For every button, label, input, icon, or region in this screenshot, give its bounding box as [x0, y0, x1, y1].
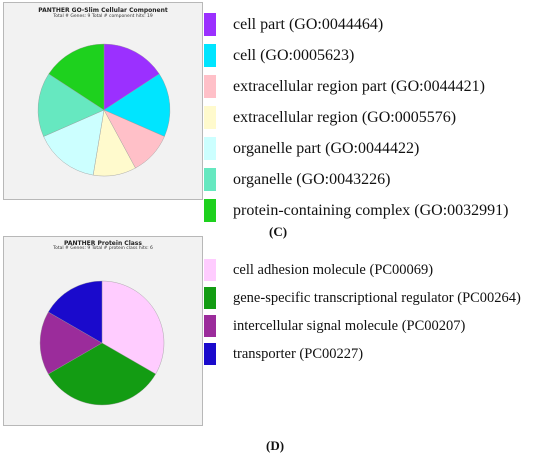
pie-slice-3	[39, 311, 103, 375]
legend-swatch	[204, 106, 216, 129]
legend-label: organelle part (GO:0044422)	[233, 139, 420, 157]
legend-swatch	[204, 137, 216, 160]
panel-label-d: (D)	[266, 438, 285, 453]
pie-slice-4	[48, 280, 103, 344]
pie-chart-cellular-component	[37, 43, 171, 177]
legend-label: cell adhesion molecule (PC00069)	[233, 261, 434, 278]
legend-item: gene-specific transcriptional regulator …	[204, 284, 521, 312]
legend-swatch	[204, 44, 216, 67]
pie-slice-2	[103, 73, 171, 137]
legend-label: organelle (GO:0043226)	[233, 170, 391, 188]
pie-slice-1	[101, 280, 165, 375]
pie-slice-2	[48, 342, 156, 406]
pie-slice-7	[48, 43, 105, 111]
legend-label: gene-specific transcriptional regulator …	[233, 289, 521, 306]
legend-item: organelle (GO:0043226)	[204, 164, 509, 195]
pie-chart-panel-cellular-component: PANTHER GO-Slim Cellular Component Total…	[3, 2, 203, 200]
legend-swatch	[204, 199, 216, 222]
legend-item: extracellular region (GO:0005576)	[204, 102, 509, 133]
legend-label: cell part (GO:0044464)	[233, 15, 384, 33]
legend-item: cell adhesion molecule (PC00069)	[204, 256, 521, 284]
legend-item: transporter (PC00227)	[204, 340, 521, 368]
legend-item: cell part (GO:0044464)	[204, 9, 509, 40]
legend-label: extracellular region (GO:0005576)	[233, 108, 457, 126]
legend-label: cell (GO:0005623)	[233, 46, 355, 64]
legend-swatch	[204, 315, 216, 337]
pie-chart-protein-class	[39, 280, 165, 406]
legend-swatch	[204, 168, 216, 191]
legend-label: protein-containing complex (GO:0032991)	[233, 201, 509, 219]
legend-item: organelle part (GO:0044422)	[204, 133, 509, 164]
legend-swatch	[204, 343, 216, 365]
legend-cellular-component: cell part (GO:0044464) cell (GO:0005623) e…	[204, 9, 509, 226]
pie-slice-6	[37, 73, 105, 137]
legend-swatch	[204, 13, 216, 36]
chart-title: PANTHER Protein Class	[64, 240, 142, 247]
legend-label: intercellular signal molecule (PC00207)	[233, 317, 466, 334]
legend-item: intercellular signal molecule (PC00207)	[204, 312, 521, 340]
legend-label: transporter (PC00227)	[233, 345, 364, 362]
legend-swatch	[204, 287, 216, 309]
legend-item: protein-containing complex (GO:0032991)	[204, 195, 509, 226]
pie-chart-panel-protein-class: PANTHER Protein Class Total # Genes: 9 T…	[3, 236, 203, 426]
chart-subtitle: Total # Genes: 9 Total # component hits:…	[53, 14, 153, 19]
legend-protein-class: cell adhesion molecule (PC00069) gene-spe…	[204, 256, 521, 368]
pie-slice-5	[43, 109, 105, 176]
pie-slice-1	[103, 43, 160, 111]
legend-swatch	[204, 259, 216, 281]
chart-subtitle: Total # Genes: 9 Total # protein class h…	[53, 246, 153, 251]
chart-title: PANTHER GO-Slim Cellular Component	[38, 7, 168, 14]
legend-item: extracellular region part (GO:0044421)	[204, 71, 509, 102]
legend-label: extracellular region part (GO:0044421)	[233, 77, 485, 95]
legend-swatch	[204, 75, 216, 98]
legend-item: cell (GO:0005623)	[204, 40, 509, 71]
panel-label-c: (C)	[269, 224, 288, 239]
